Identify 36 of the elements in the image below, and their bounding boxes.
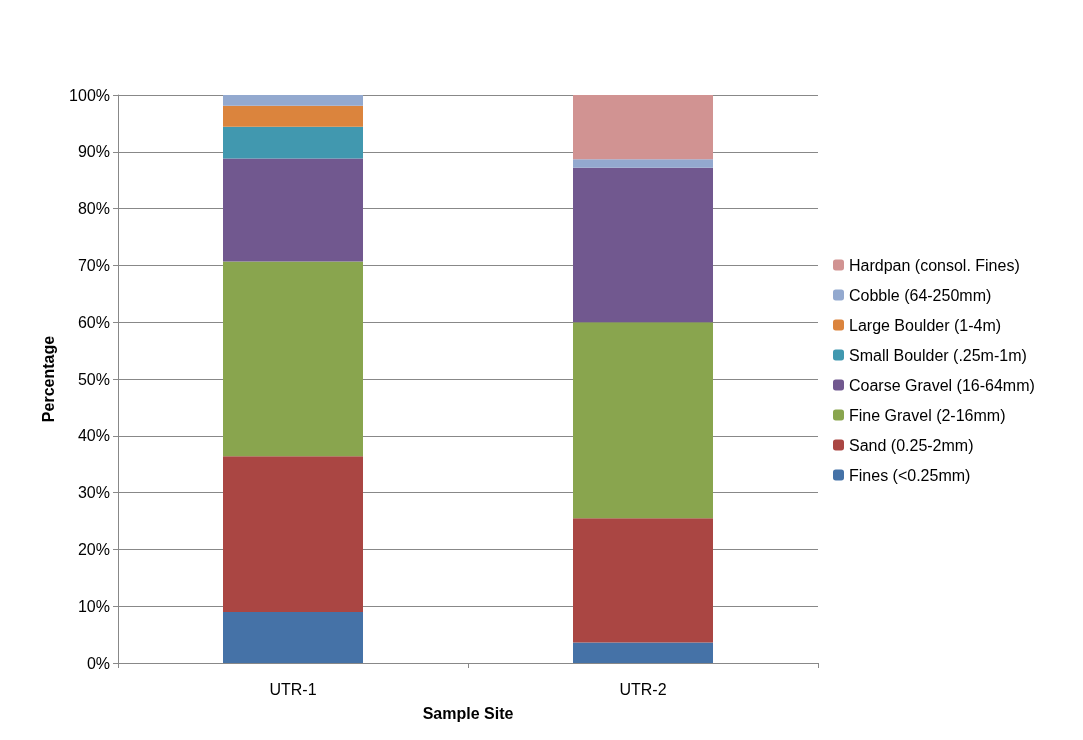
x-axis-title: Sample Site	[422, 704, 514, 722]
legend-label: Hardpan (consol. Fines)	[849, 256, 1020, 274]
y-tick-label: 40%	[77, 427, 110, 445]
y-tick-label: 50%	[77, 370, 110, 388]
x-tick-label: UTR-1	[269, 680, 317, 698]
y-tick-label: 90%	[77, 143, 110, 161]
y-tick-label: 80%	[77, 200, 110, 218]
bar	[223, 105, 363, 127]
legend-label: Coarse Gravel (16-64mm)	[849, 376, 1035, 394]
y-tick-label: 10%	[77, 597, 110, 615]
bar	[223, 261, 363, 457]
bar	[573, 167, 713, 323]
bar	[573, 95, 713, 160]
y-tick-label: 30%	[77, 484, 110, 502]
legend-label: Large Boulder (1-4m)	[849, 316, 1002, 334]
bar	[573, 642, 713, 663]
bar	[573, 159, 713, 168]
legend-label: Fine Gravel (2-16mm)	[849, 406, 1006, 424]
legend-label: Small Boulder (.25m-1m)	[849, 346, 1027, 364]
legend-label: Sand (0.25-2mm)	[849, 436, 974, 454]
legend-label: Fines (<0.25mm)	[849, 466, 971, 484]
y-axis-title: Percentage	[39, 335, 57, 423]
bar	[223, 126, 363, 159]
bar	[573, 518, 713, 643]
x-tick-label: UTR-2	[619, 680, 667, 698]
bar	[223, 611, 363, 663]
y-tick-label: 100%	[69, 86, 110, 104]
bar	[223, 95, 363, 106]
y-tick-label: 70%	[77, 256, 110, 274]
y-tick-label: 20%	[77, 540, 110, 558]
y-tick-label: 0%	[86, 654, 110, 672]
bar	[223, 158, 363, 262]
bar	[223, 456, 363, 612]
legend-label: Cobble (64-250mm)	[849, 286, 992, 304]
y-tick-label: 60%	[77, 313, 110, 331]
bar	[573, 322, 713, 519]
